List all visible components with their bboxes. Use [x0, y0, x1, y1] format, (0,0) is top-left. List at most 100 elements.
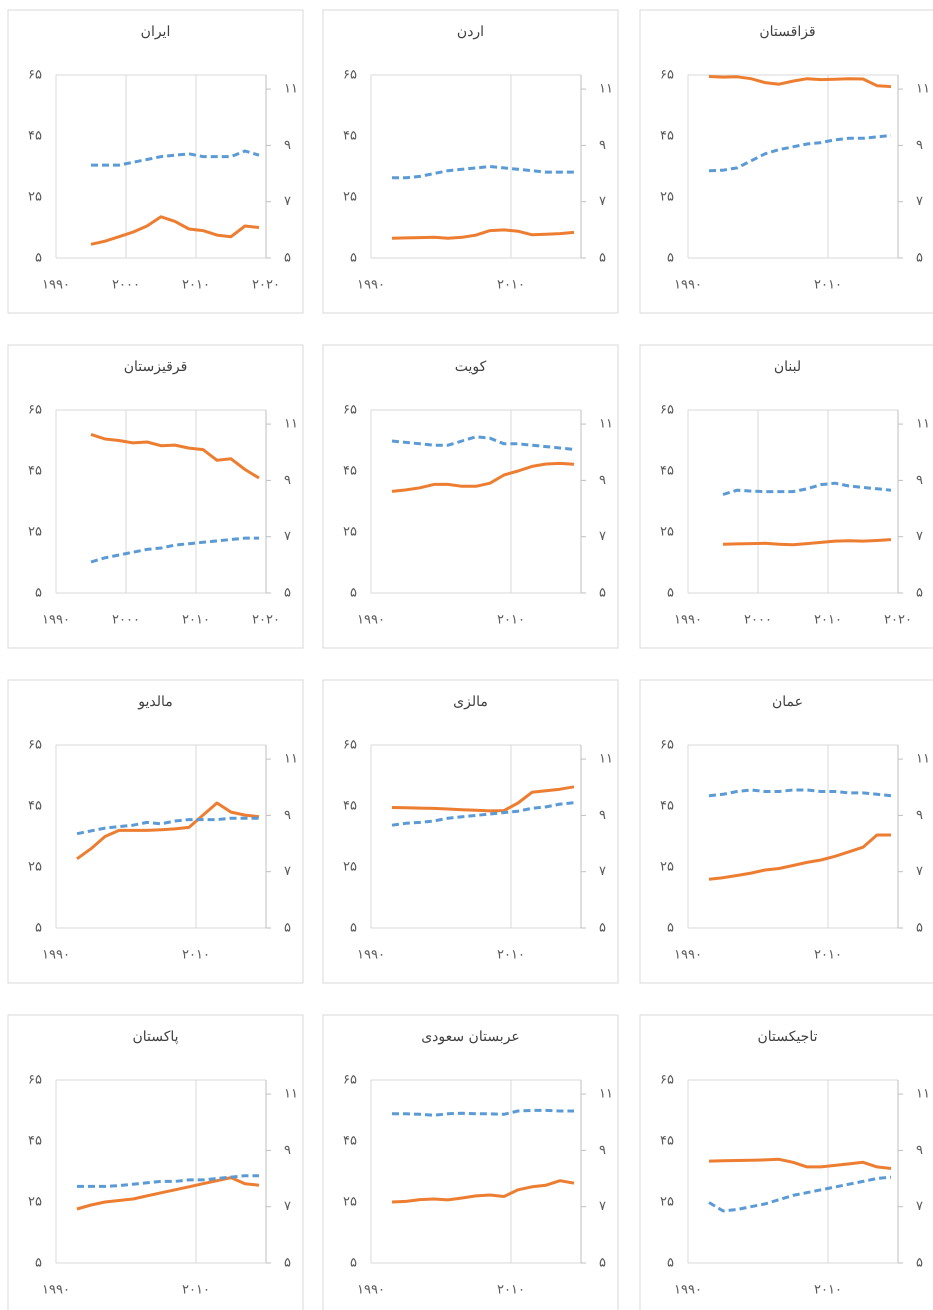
- y2-tick-label: ۹: [284, 473, 291, 488]
- panel-frame: [322, 1014, 619, 1310]
- y2-tick-label: ۷: [284, 864, 291, 879]
- y2-tick-label: ۵: [599, 921, 606, 936]
- y2-tick-label: ۱۱: [916, 82, 930, 97]
- panel: عمان ۱۹۹۰ ۲۰۱۰ ۵ ۲۵ ۴۵ ۶۵ ۵ ۷ ۹ ۱۱: [639, 679, 933, 984]
- y2-tick-label: ۱۱: [916, 752, 930, 767]
- x-tick-label: ۲۰۱۰: [182, 948, 210, 963]
- series-line: [76, 801, 260, 861]
- y-tick-label: ۵: [667, 1256, 674, 1271]
- chart-title: اردن: [457, 24, 484, 40]
- x-tick-label: ۱۹۹۰: [674, 948, 702, 963]
- y-tick-label: ۶۵: [660, 1073, 674, 1088]
- series-line: [76, 816, 259, 836]
- y2-tick-label: ۵: [916, 586, 923, 601]
- x-tick-label: ۲۰۱۰: [182, 278, 210, 293]
- y-tick-label: ۵: [667, 921, 674, 936]
- panel-frame: [7, 344, 304, 649]
- y-tick-label: ۴۵: [660, 129, 674, 144]
- x-tick-label: ۲۰۰۰: [112, 278, 140, 293]
- y-tick-label: ۲۵: [343, 525, 357, 540]
- series-line: [392, 1108, 574, 1117]
- chart-title: ایران: [141, 24, 171, 40]
- y-tick-label: ۵: [350, 251, 357, 266]
- panel: قرقیزستان ۱۹۹۰ ۲۰۰۰ ۲۰۱۰ ۲۰۲۰ ۵ ۲۵ ۴۵ ۶۵ ۵ ۷ ۹ ۱۱: [7, 344, 304, 649]
- y2-tick-label: ۷: [284, 194, 291, 209]
- series-line: [708, 833, 891, 881]
- panel-frame: [7, 9, 304, 314]
- panel-frame: [322, 9, 619, 314]
- y2-tick-label: ۷: [916, 529, 923, 544]
- y-tick-label: ۴۵: [28, 464, 42, 479]
- y2-tick-label: ۹: [916, 808, 923, 823]
- x-tick-label: ۲۰۰۰: [112, 613, 140, 628]
- y-tick-label: ۴۵: [343, 1134, 357, 1149]
- chart-title: پاکستان: [132, 1029, 178, 1045]
- y2-tick-label: ۷: [284, 529, 291, 544]
- y-tick-label: ۲۵: [343, 1195, 357, 1210]
- y2-tick-label: ۵: [284, 921, 291, 936]
- y2-tick-label: ۵: [284, 251, 291, 266]
- y-tick-label: ۵: [35, 921, 42, 936]
- panel: تاجیکستان ۱۹۹۰ ۲۰۱۰ ۵ ۲۵ ۴۵ ۶۵ ۵ ۷ ۹ ۱۱: [639, 1014, 933, 1310]
- x-tick-label: ۲۰۱۰: [182, 613, 210, 628]
- x-tick-label: ۲۰۱۰: [497, 1283, 525, 1298]
- series-line: [722, 538, 892, 547]
- panel-frame: [639, 344, 933, 649]
- x-tick-label: ۲۰۱۰: [497, 613, 525, 628]
- x-tick-label: ۲۰۱۰: [814, 613, 842, 628]
- x-tick-label: ۲۰۱۰: [497, 948, 525, 963]
- y-tick-label: ۴۵: [660, 1134, 674, 1149]
- series-line: [76, 1176, 260, 1211]
- y2-tick-label: ۹: [599, 138, 606, 153]
- y2-tick-label: ۷: [599, 194, 606, 209]
- x-tick-label: ۲۰۰۰: [744, 613, 772, 628]
- y-tick-label: ۲۵: [660, 860, 674, 875]
- y-tick-label: ۶۵: [660, 68, 674, 83]
- series-line: [708, 75, 892, 89]
- y2-tick-label: ۱۱: [599, 1087, 613, 1102]
- panel: مالزی ۱۹۹۰ ۲۰۱۰ ۵ ۲۵ ۴۵ ۶۵ ۵ ۷ ۹ ۱۱: [322, 679, 619, 984]
- y-tick-label: ۵: [35, 586, 42, 601]
- y-tick-label: ۲۵: [660, 525, 674, 540]
- x-tick-label: ۱۹۹۰: [357, 278, 385, 293]
- y2-tick-label: ۱۱: [599, 82, 613, 97]
- panel: کویت ۱۹۹۰ ۲۰۱۰ ۵ ۲۵ ۴۵ ۶۵ ۵ ۷ ۹ ۱۱: [322, 344, 619, 649]
- y-tick-label: ۶۵: [28, 403, 42, 418]
- y-tick-label: ۴۵: [343, 464, 357, 479]
- series-line: [391, 461, 575, 493]
- x-tick-label: ۲۰۱۰: [814, 948, 842, 963]
- panel: عربستان سعودی ۱۹۹۰ ۲۰۱۰ ۵ ۲۵ ۴۵ ۶۵ ۵ ۷ ۹ ۱۱: [322, 1014, 619, 1310]
- series-line: [708, 1175, 892, 1213]
- series-line: [722, 481, 892, 496]
- chart-title: قرقیزستان: [124, 359, 188, 375]
- y2-tick-label: ۷: [599, 529, 606, 544]
- chart-title: مالزی: [453, 694, 488, 710]
- series-line: [708, 788, 892, 798]
- y2-tick-label: ۱۱: [599, 752, 613, 767]
- y-tick-label: ۶۵: [343, 738, 357, 753]
- y2-tick-label: ۵: [599, 586, 606, 601]
- chart-title: کویت: [455, 359, 487, 375]
- y-tick-label: ۵: [350, 586, 357, 601]
- chart-title: عربستان سعودی: [421, 1029, 520, 1045]
- y2-tick-label: ۹: [916, 473, 923, 488]
- y2-tick-label: ۹: [284, 808, 291, 823]
- x-tick-label: ۱۹۹۰: [674, 613, 702, 628]
- panel-frame: [639, 679, 933, 984]
- y-tick-label: ۵: [667, 251, 674, 266]
- series-line: [91, 149, 260, 167]
- series-line: [391, 435, 575, 451]
- x-tick-label: ۲۰۲۰: [884, 613, 912, 628]
- panel: قزاقستان ۱۹۹۰ ۲۰۱۰ ۵ ۲۵ ۴۵ ۶۵ ۵ ۷ ۹ ۱۱: [639, 9, 933, 314]
- y-tick-label: ۲۵: [343, 860, 357, 875]
- x-tick-label: ۱۹۹۰: [674, 278, 702, 293]
- y-tick-label: ۲۵: [660, 1195, 674, 1210]
- y2-tick-label: ۷: [284, 1199, 291, 1214]
- x-tick-label: ۲۰۱۰: [497, 278, 525, 293]
- series-line: [392, 165, 574, 180]
- x-tick-label: ۱۹۹۰: [357, 613, 385, 628]
- y-tick-label: ۲۵: [28, 190, 42, 205]
- y2-tick-label: ۵: [284, 1256, 291, 1271]
